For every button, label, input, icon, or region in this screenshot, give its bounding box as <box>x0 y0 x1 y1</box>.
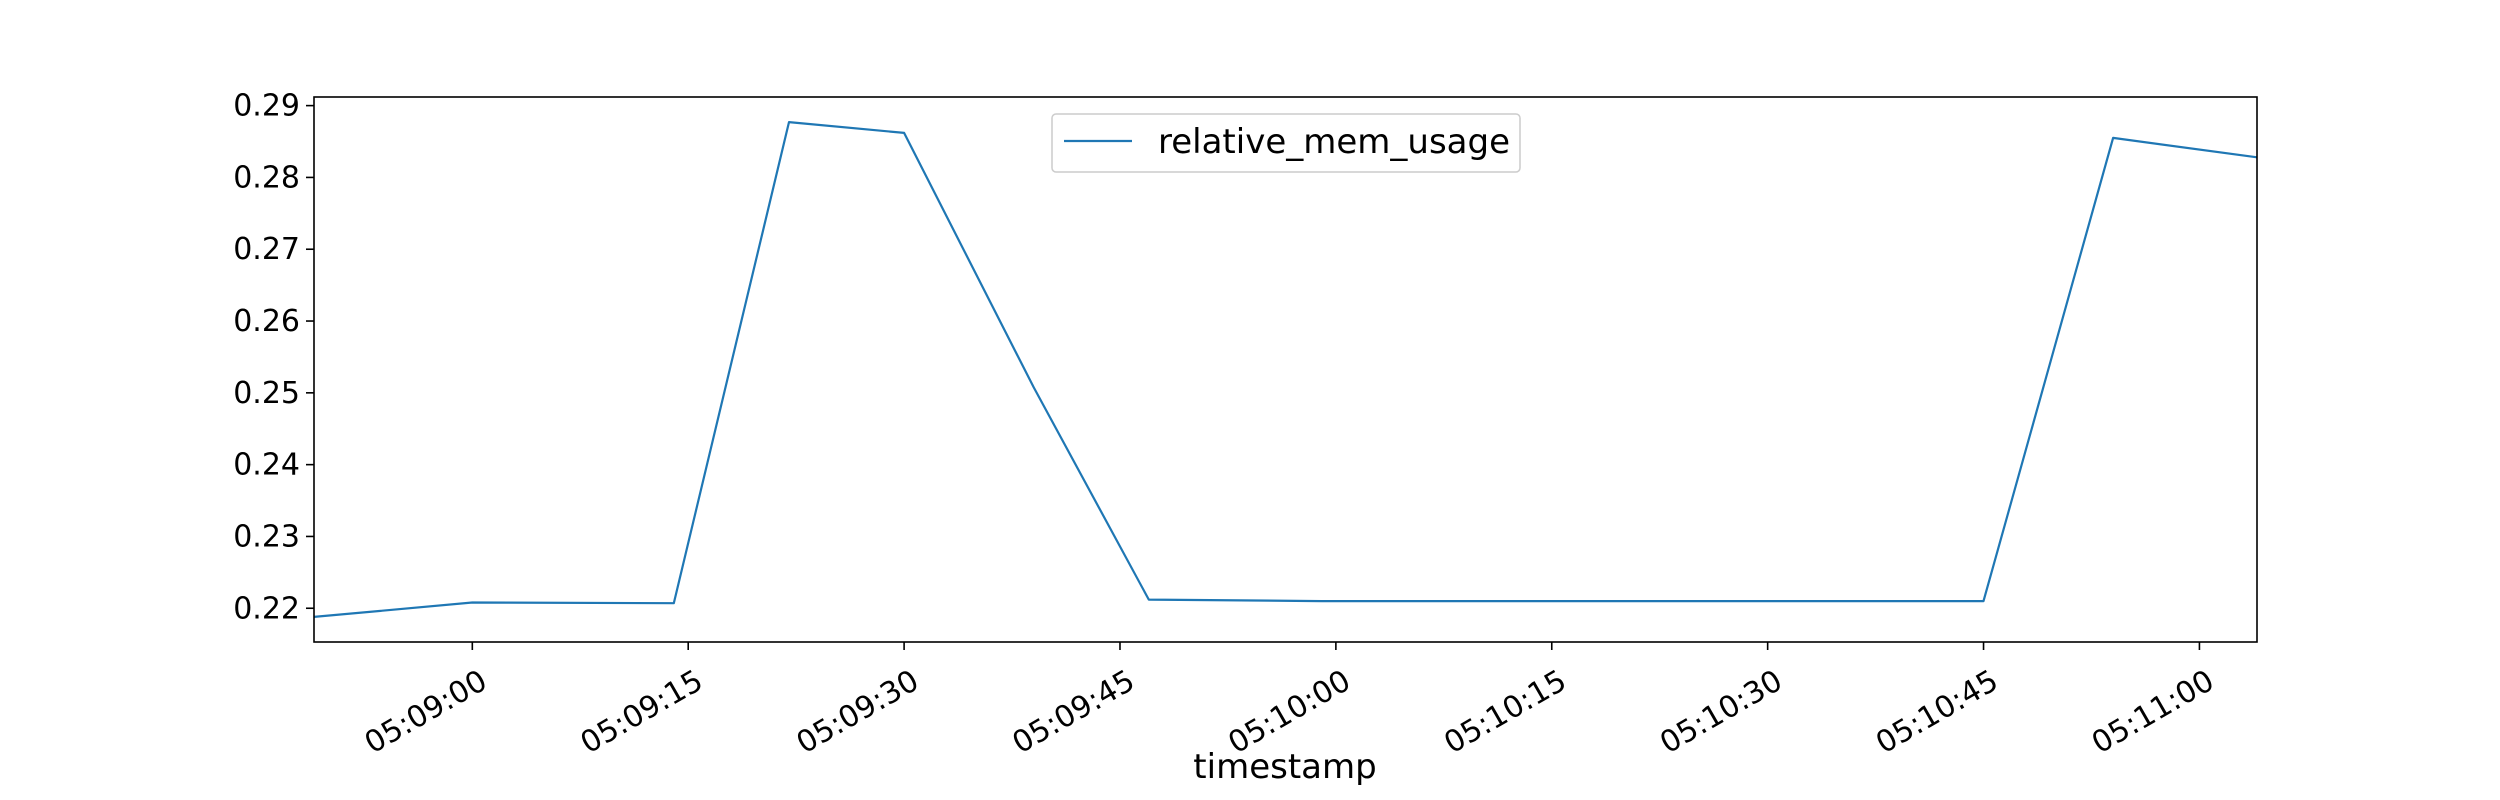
y-tick-label: 0.23 <box>233 519 300 554</box>
y-tick-label: 0.25 <box>233 376 300 411</box>
y-tick-label: 0.22 <box>233 591 300 626</box>
plot-frame <box>313 96 2258 643</box>
y-axis: 0.22 0.23 0.24 0.25 0.26 0.27 0.28 0.29 <box>233 89 314 626</box>
x-tick-label: 05:10:15 <box>1438 663 1572 761</box>
x-tick-label: 05:10:30 <box>1654 663 1788 761</box>
plot-area <box>314 97 2257 642</box>
legend: relative_mem_usage <box>1051 113 1521 173</box>
x-tick-label: 05:09:00 <box>359 663 493 761</box>
x-tick-label: 05:09:45 <box>1007 663 1141 761</box>
x-tick-label: 05:11:00 <box>2086 663 2220 761</box>
x-axis: 05:09:00 05:09:15 05:09:30 05:09:45 05:10:00… <box>359 642 2220 761</box>
y-tick-label: 0.26 <box>233 304 300 339</box>
x-tick-label: 05:10:45 <box>1870 663 2004 761</box>
x-axis-title: timestamp <box>1193 747 1376 787</box>
series-line-relative-mem-usage <box>313 120 2258 618</box>
legend-box <box>1051 113 1521 173</box>
y-tick-label: 0.27 <box>233 232 300 267</box>
y-tick-label: 0.29 <box>233 89 300 124</box>
y-tick-label: 0.28 <box>233 160 300 195</box>
legend-label-relative-mem-usage: relative_mem_usage <box>1158 122 1510 162</box>
x-tick-label: 05:09:30 <box>791 663 925 761</box>
series-layer <box>313 120 2258 618</box>
x-tick-label: 05:09:15 <box>575 663 709 761</box>
y-tick-label: 0.24 <box>233 448 300 483</box>
